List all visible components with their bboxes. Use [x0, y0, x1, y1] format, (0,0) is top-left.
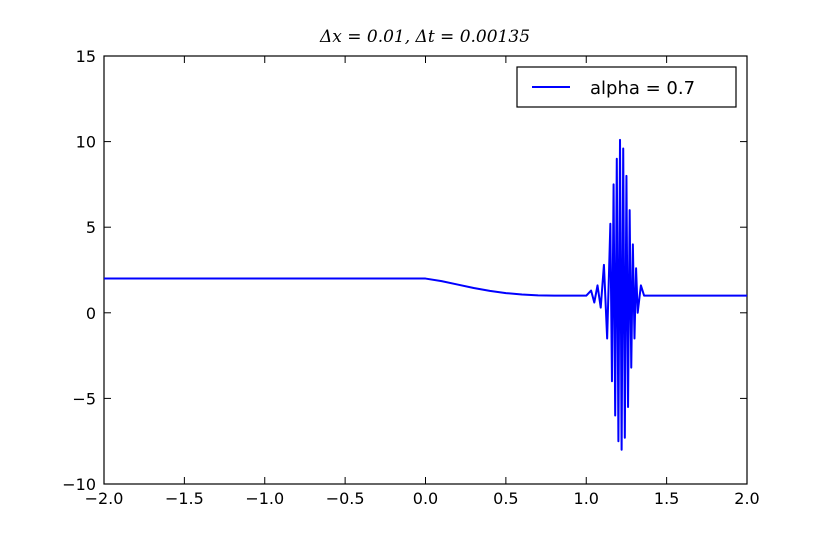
x-tick-label: −1.0: [245, 489, 284, 508]
axes-frame: [103, 55, 748, 485]
y-tick-label: −10: [62, 475, 96, 494]
y-tick-label: 15: [76, 47, 96, 66]
x-tick-label: 0.5: [493, 489, 518, 508]
legend-label: alpha = 0.7: [590, 78, 695, 99]
x-tick-label: 0.0: [413, 489, 438, 508]
legend: alpha = 0.7: [516, 66, 737, 108]
series-layer: [104, 138, 747, 451]
series-line: [104, 138, 747, 451]
y-tick-label: 10: [76, 133, 96, 152]
x-tick-label: −2.0: [85, 489, 124, 508]
x-tick-label: 1.5: [654, 489, 679, 508]
x-tick-label: 1.0: [574, 489, 599, 508]
plot-area: [103, 55, 748, 485]
y-tick-label: −5: [72, 389, 96, 408]
x-tick-label: −0.5: [326, 489, 365, 508]
x-axis: −2.0 −1.5 −1.0 −0.5 0.0 0.5 1.0 1.5 2.0: [85, 56, 760, 508]
chart-title: Δx = 0.01, Δt = 0.00135: [319, 27, 530, 47]
y-tick-label: 5: [86, 218, 96, 237]
x-tick-label: 2.0: [734, 489, 759, 508]
y-axis: −10 −5 0 5 10 15: [62, 47, 747, 494]
y-tick-label: 0: [86, 304, 96, 323]
x-tick-label: −1.5: [165, 489, 204, 508]
